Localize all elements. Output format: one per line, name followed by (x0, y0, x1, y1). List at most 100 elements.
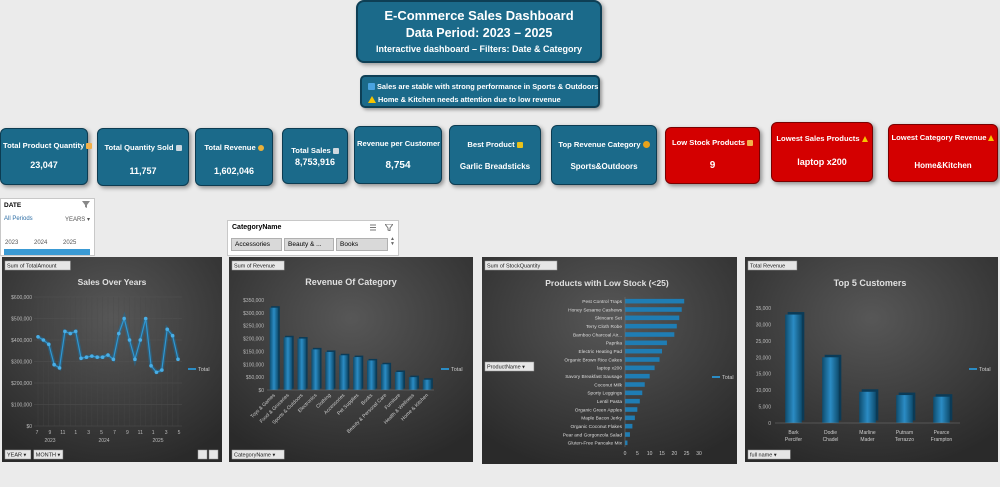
timeline-range-bar[interactable] (4, 249, 90, 255)
filter-button-year[interactable]: YEAR ▾ (7, 453, 27, 459)
field-button-sum-revenue[interactable]: Sum of Revenue (234, 264, 275, 270)
data-point (41, 338, 46, 342)
timeline-year-2025[interactable]: 2025 (63, 240, 77, 246)
x-tick-label: 20 (672, 451, 678, 457)
legend-label: Total (979, 367, 991, 373)
kpi-value: 23,047 (30, 160, 58, 170)
y-tick-label: $600,000 (11, 295, 32, 301)
legend-label: Total (722, 375, 734, 381)
x-tick-label: 15 (659, 451, 665, 457)
y-tick-label: Organic Green Apples (575, 407, 623, 413)
slicer-title: CategoryName (232, 224, 282, 231)
clear-filter-icon[interactable] (384, 223, 394, 232)
filter-button-categoryname-bg[interactable] (231, 449, 285, 460)
filter-button-categoryname[interactable]: CategoryName ▾ (234, 453, 276, 459)
data-point (63, 329, 67, 334)
filter-button-productname-bg[interactable] (484, 361, 535, 372)
timeline-selection: All Periods (4, 216, 33, 222)
data-point (52, 362, 56, 367)
y-tick-label: $50,000 (246, 375, 264, 381)
filter-button-month-bg[interactable] (33, 449, 64, 460)
data-point (127, 338, 132, 342)
box-icon (86, 143, 93, 149)
data-point (57, 366, 62, 370)
slicer-scroll-arrows[interactable]: ▲ ▼ (390, 236, 395, 247)
warning-icon (368, 96, 376, 103)
y-tick-label: $300,000 (11, 360, 32, 366)
y-tick-label: $0 (26, 424, 32, 430)
timeline-level-dropdown[interactable]: YEARS ▾ (64, 217, 90, 223)
filter-button-productname[interactable]: ProductName ▾ (487, 365, 525, 371)
category-chip-books[interactable]: Books (336, 238, 388, 251)
bar-low-stock (625, 323, 677, 329)
data-point (84, 355, 89, 359)
bar-low-stock (625, 440, 628, 446)
y-tick-label: Skincare Set (595, 316, 623, 322)
filter-button-full-name[interactable]: full name ▾ (750, 453, 777, 459)
y-tick-label: Maple Bacon Jerky (581, 416, 622, 422)
category-chip-accessories[interactable]: Accessories (231, 238, 282, 251)
clear-filter-icon[interactable] (82, 201, 90, 208)
filter-button-month[interactable]: MONTH ▾ (36, 453, 61, 459)
bar-customer (896, 395, 913, 423)
filter-button-year-bg[interactable] (4, 449, 32, 460)
field-button-total-revenue-bg[interactable] (747, 260, 798, 271)
sales-over-years-chart[interactable]: Sum of TotalAmount Sales Over Years $0 $100… (2, 257, 222, 462)
category-chip-beauty[interactable]: Beauty & ... (284, 238, 334, 251)
x-tick-label: Marline (859, 430, 876, 436)
bar-customer (933, 396, 950, 423)
data-point (116, 331, 121, 336)
timeline-year-2024[interactable]: 2024 (34, 240, 48, 246)
x-tick-label: 25 (684, 451, 690, 457)
x-tick-label: Pearce (934, 430, 950, 436)
y-tick-label: Electric Heating Pad (579, 349, 623, 355)
y-tick-label: 35,000 (756, 306, 772, 312)
low-stock-products-svg: Sum of StockQuantity Products with Low St… (482, 257, 737, 464)
bar-low-stock (625, 407, 638, 412)
data-period: Data Period: 2023 – 2025 (405, 26, 553, 40)
date-timeline-slicer[interactable]: DATE All Periods YEARS ▾ 2023 2024 2025 (0, 198, 95, 256)
bar-customer (822, 357, 839, 423)
timeline-year-2023[interactable]: 2023 (5, 240, 19, 246)
kpi-label: Total Revenue (204, 143, 256, 152)
bar-low-stock (625, 340, 667, 346)
x-year-label: 2024 (98, 438, 109, 444)
warning-icon (988, 135, 995, 141)
field-button-sum-revenue-bg[interactable] (231, 260, 285, 271)
data-point (154, 370, 159, 375)
field-button-total-revenue[interactable]: Total Revenue (750, 264, 785, 270)
category-slicer[interactable]: CategoryName Accessories Beauty & ... Bo… (227, 220, 399, 256)
revenue-of-category-chart[interactable]: Sum of Revenue Revenue Of Category $0 $50,0… (229, 257, 473, 462)
sales-over-years-svg: Sum of TotalAmount Sales Over Years $0 $100… (2, 257, 222, 462)
x-tick-label: Mader (860, 437, 875, 443)
filter-button-full-name-bg[interactable] (747, 449, 791, 460)
y-tick-label: Organic Brown Rice Cakes (564, 357, 622, 363)
field-button-sum-stockquantity[interactable]: Sum of StockQuantity (487, 264, 540, 270)
bar-low-stock (625, 432, 630, 437)
y-tick-label: Paprika (606, 341, 623, 347)
bar-low-stock (625, 298, 685, 304)
bar-low-stock (625, 307, 682, 312)
field-button-sum-totalamount-bg[interactable] (4, 260, 71, 271)
kpi-revenue-per-customer: Revenue per Customer 8,754 (354, 126, 442, 184)
chart-title: Sales Over Years (78, 277, 147, 287)
bar-food-groceries (283, 337, 293, 390)
low-stock-products-chart[interactable]: Sum of StockQuantity Products with Low St… (482, 257, 737, 464)
kpi-best-product: Best Product Garlic Breadsticks (449, 125, 541, 185)
bar-low-stock (625, 415, 635, 421)
bar-low-stock (625, 332, 675, 337)
data-point (143, 316, 148, 321)
multi-select-icon[interactable] (370, 224, 379, 231)
legend-label: Total (451, 367, 463, 373)
bar-low-stock (625, 348, 662, 354)
field-button-sum-totalamount[interactable]: Sum of TotalAmount (7, 264, 57, 270)
kpi-value: Sports&Outdoors (570, 162, 638, 171)
y-tick-label: $100,000 (243, 362, 264, 368)
timeline-level: YEARS (64, 217, 86, 223)
y-tick-label: $300,000 (243, 311, 264, 317)
kpi-value: 8,754 (385, 160, 411, 171)
kpi-label: Lowest Category Revenue (891, 133, 987, 142)
field-button-sum-stockquantity-bg[interactable] (484, 260, 558, 271)
top-customers-chart[interactable]: Total Revenue Top 5 Customers 0 5,000 10,000… (745, 257, 998, 462)
x-tick-label: Dodie (824, 430, 837, 436)
